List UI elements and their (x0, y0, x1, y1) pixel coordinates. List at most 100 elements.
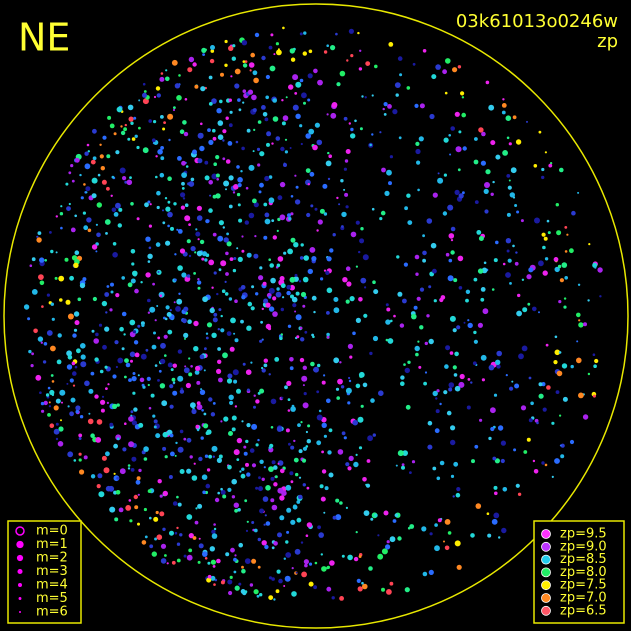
star (476, 230, 482, 235)
star (560, 443, 565, 448)
star (462, 191, 465, 195)
star (183, 131, 189, 137)
star (543, 236, 548, 241)
zeropoint-marker (541, 605, 551, 616)
star (538, 311, 540, 314)
star (131, 456, 137, 462)
star (407, 220, 413, 226)
star (74, 214, 77, 218)
magnitude-marker (18, 597, 22, 600)
star (262, 281, 267, 286)
star (95, 437, 102, 443)
star (249, 69, 252, 72)
star (59, 389, 66, 396)
star (296, 500, 301, 504)
star (480, 297, 485, 302)
star (249, 448, 255, 453)
star (576, 312, 581, 318)
star (253, 77, 259, 84)
star (107, 115, 112, 120)
star (172, 381, 176, 384)
star (192, 62, 197, 67)
star (599, 295, 602, 298)
star (130, 410, 134, 414)
magnitude-label: m=1 (36, 537, 68, 552)
star (335, 32, 338, 36)
star (347, 554, 353, 561)
star (143, 446, 149, 452)
star (242, 362, 246, 366)
star (474, 444, 479, 449)
star (332, 515, 337, 520)
star (290, 237, 296, 243)
star (134, 288, 139, 294)
star (169, 404, 174, 409)
star (210, 49, 215, 53)
star (91, 329, 95, 333)
star (112, 374, 117, 379)
star (282, 296, 285, 299)
star (296, 335, 300, 339)
star (55, 215, 58, 218)
star (226, 331, 232, 336)
star (225, 251, 229, 256)
star (70, 397, 76, 403)
star (246, 423, 251, 428)
star (199, 145, 205, 152)
star (72, 384, 76, 387)
star (481, 131, 486, 137)
star (382, 107, 385, 111)
star (276, 287, 280, 291)
star (578, 322, 584, 328)
star (148, 119, 152, 123)
star (339, 501, 343, 505)
star (141, 323, 145, 327)
star (218, 308, 222, 312)
star (231, 495, 236, 499)
star (443, 137, 449, 143)
magnitude-marker (15, 526, 25, 536)
star (418, 136, 424, 142)
star (385, 544, 391, 550)
star (365, 483, 371, 488)
star (452, 365, 457, 370)
star (363, 510, 370, 516)
star (236, 247, 239, 250)
star (186, 437, 192, 443)
star (105, 451, 110, 457)
star (237, 177, 243, 183)
star (141, 540, 147, 545)
star (445, 252, 450, 257)
star (259, 339, 263, 343)
star (515, 483, 520, 488)
star (444, 519, 451, 525)
star (176, 298, 183, 305)
star (386, 307, 391, 312)
star (259, 151, 265, 157)
star (341, 431, 346, 436)
star (153, 419, 158, 424)
star (333, 357, 340, 364)
star (164, 317, 168, 321)
star (348, 379, 352, 383)
star (41, 305, 44, 308)
star (130, 249, 136, 254)
star (506, 212, 511, 217)
star (542, 270, 548, 276)
star (59, 298, 63, 302)
star (224, 63, 228, 67)
star (166, 312, 172, 317)
star (210, 575, 216, 581)
star (345, 506, 348, 509)
star (111, 207, 117, 213)
star (31, 257, 36, 262)
star (234, 83, 240, 89)
star (65, 299, 71, 305)
star (153, 331, 156, 335)
star (218, 454, 223, 459)
star (177, 229, 183, 234)
star (118, 207, 123, 212)
star (404, 587, 410, 593)
star (109, 308, 113, 312)
